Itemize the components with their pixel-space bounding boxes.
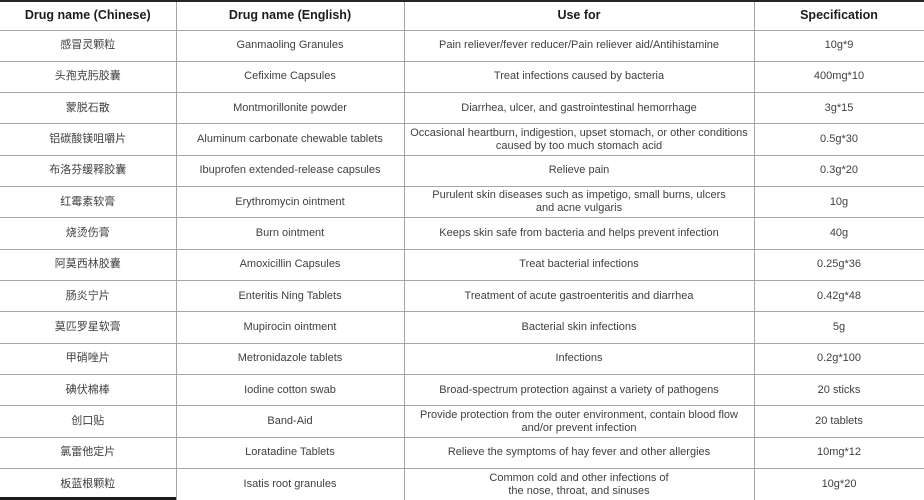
cell-cn: 阿莫西林胶囊: [0, 248, 177, 282]
table-row: 铝碳酸镁咀嚼片 Aluminum carbonate chewable table…: [0, 123, 924, 156]
cell-en: Loratadine Tablets: [175, 436, 405, 470]
table-row: 创口贴 Band-Aid Provide protection from the o…: [0, 405, 924, 438]
cell-use: Infections: [403, 342, 755, 376]
table-body: 感冒灵颗粒 Ganmaoling Granules Pain reliever/fe…: [0, 29, 924, 500]
table-row: 莫匹罗星软膏 Mupirocin ointment Bacterial skin i…: [0, 311, 924, 344]
cell-use: Occasional heartburn, indigestion, upset…: [403, 123, 755, 156]
cell-use: Diarrhea, ulcer, and gastrointestinal he…: [403, 92, 755, 125]
cell-spec: 10g*20: [753, 468, 924, 500]
table-row: 头孢克肟胶囊 Cefixime Capsules Treat infections …: [0, 60, 924, 94]
cell-en: Burn ointment: [175, 217, 405, 250]
cell-cn: 肠炎宁片: [0, 280, 177, 313]
cell-en: Montmorillonite powder: [175, 92, 405, 125]
column-header-drug-name-chinese: Drug name (Chinese): [0, 0, 177, 31]
cell-spec: 40g: [753, 217, 924, 250]
table-header: Drug name (Chinese) Drug name (English) …: [0, 0, 924, 31]
cell-en: Iodine cotton swab: [175, 374, 405, 407]
cell-en: Cefixime Capsules: [175, 60, 405, 94]
table-row: 感冒灵颗粒 Ganmaoling Granules Pain reliever/fe…: [0, 29, 924, 62]
table-row: 板蓝根颗粒 Isatis root granules Common cold and…: [0, 468, 924, 500]
cell-spec: 0.3g*20: [753, 154, 924, 188]
cell-en: Ganmaoling Granules: [175, 29, 405, 62]
cell-cn: 铝碳酸镁咀嚼片: [0, 123, 177, 156]
table-row: 氯雷他定片 Loratadine Tablets Relieve the sympt…: [0, 436, 924, 470]
cell-en: Isatis root granules: [175, 468, 405, 500]
table-top-border: [0, 0, 924, 2]
cell-en: Amoxicillin Capsules: [175, 248, 405, 282]
cell-use: Bacterial skin infections: [403, 311, 755, 344]
cell-use: Keeps skin safe from bacteria and helps …: [403, 217, 755, 250]
cell-en: Erythromycin ointment: [175, 186, 405, 219]
cell-use: Relieve the symptoms of hay fever and ot…: [403, 436, 755, 470]
table-row: 甲硝唑片 Metronidazole tablets Infections 0.2g*…: [0, 342, 924, 376]
cell-use: Treatment of acute gastroenteritis and d…: [403, 280, 755, 313]
cell-spec: 5g: [753, 311, 924, 344]
column-header-drug-name-english: Drug name (English): [175, 0, 405, 31]
cell-spec: 10g*9: [753, 29, 924, 62]
table-row: 蒙脱石散 Montmorillonite powder Diarrhea, ulce…: [0, 92, 924, 125]
cell-cn: 蒙脱石散: [0, 92, 177, 125]
cell-en: Band-Aid: [175, 405, 405, 438]
column-header-use-for: Use for: [403, 0, 755, 31]
table-row: 肠炎宁片 Enteritis Ning Tablets Treatment of a…: [0, 280, 924, 313]
cell-en: Ibuprofen extended-release capsules: [175, 154, 405, 188]
cell-cn: 莫匹罗星软膏: [0, 311, 177, 344]
cell-cn: 感冒灵颗粒: [0, 29, 177, 62]
cell-cn: 创口贴: [0, 405, 177, 438]
cell-spec: 10g: [753, 186, 924, 219]
table-row: 碘伏棉棒 Iodine cotton swab Broad-spectrum pro…: [0, 374, 924, 407]
cell-cn: 烧烫伤膏: [0, 217, 177, 250]
cell-spec: 400mg*10: [753, 60, 924, 94]
cell-use: Relieve pain: [403, 154, 755, 188]
cell-cn: 氯雷他定片: [0, 436, 177, 470]
cell-spec: 20 sticks: [753, 374, 924, 407]
cell-use: Treat bacterial infections: [403, 248, 755, 282]
cell-cn: 碘伏棉棒: [0, 374, 177, 407]
cell-spec: 3g*15: [753, 92, 924, 125]
cell-spec: 0.2g*100: [753, 342, 924, 376]
cell-cn: 布洛芬缓释胶囊: [0, 154, 177, 188]
cell-use: Purulent skin diseases such as impetigo,…: [403, 186, 755, 219]
cell-use: Pain reliever/fever reducer/Pain relieve…: [403, 29, 755, 62]
cell-cn: 板蓝根颗粒: [0, 468, 177, 500]
table-row: 布洛芬缓释胶囊 Ibuprofen extended-release capsul…: [0, 154, 924, 188]
cell-spec: 10mg*12: [753, 436, 924, 470]
cell-spec: 20 tablets: [753, 405, 924, 438]
cell-spec: 0.42g*48: [753, 280, 924, 313]
cell-use: Common cold and other infections of the …: [403, 468, 755, 500]
cell-en: Mupirocin ointment: [175, 311, 405, 344]
bottom-edge-bar: [0, 497, 176, 500]
table-row: 阿莫西林胶囊 Amoxicillin Capsules Treat bacteria…: [0, 248, 924, 282]
cell-cn: 红霉素软膏: [0, 186, 177, 219]
cell-use: Provide protection from the outer enviro…: [403, 405, 755, 438]
cell-spec: 0.5g*30: [753, 123, 924, 156]
header-row: Drug name (Chinese) Drug name (English) …: [0, 0, 924, 31]
cell-use: Treat infections caused by bacteria: [403, 60, 755, 94]
cell-use: Broad-spectrum protection against a vari…: [403, 374, 755, 407]
cell-en: Enteritis Ning Tablets: [175, 280, 405, 313]
cell-spec: 0.25g*36: [753, 248, 924, 282]
cell-cn: 头孢克肟胶囊: [0, 60, 177, 94]
cell-en: Metronidazole tablets: [175, 342, 405, 376]
table-row: 烧烫伤膏 Burn ointment Keeps skin safe from ba…: [0, 217, 924, 250]
column-header-specification: Specification: [753, 0, 924, 31]
cell-cn: 甲硝唑片: [0, 342, 177, 376]
table-row: 红霉素软膏 Erythromycin ointment Purulent skin …: [0, 186, 924, 219]
cell-en: Aluminum carbonate chewable tablets: [175, 123, 405, 156]
